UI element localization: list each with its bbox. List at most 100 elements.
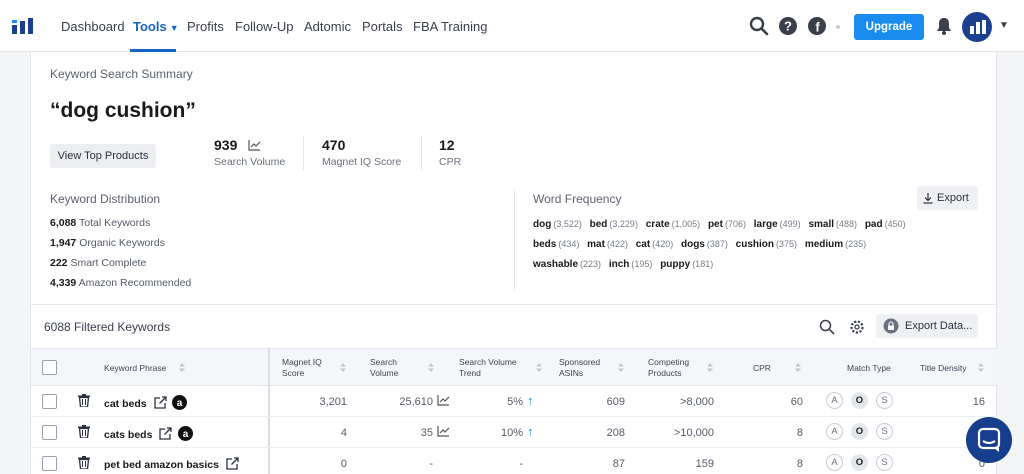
nav-fba-training[interactable]: FBA Training — [413, 19, 488, 34]
upgrade-button[interactable]: Upgrade — [854, 14, 924, 40]
word-chip[interactable]: small (488) — [808, 219, 858, 230]
distribution-row: 6,088 Total Keywords — [50, 217, 151, 229]
word-chip[interactable]: pet (706) — [707, 219, 746, 230]
stat-value: 12 — [439, 137, 455, 153]
header-competing-products[interactable]: Competing Products — [648, 357, 690, 378]
sort-icon[interactable] — [978, 363, 984, 372]
external-link-icon[interactable] — [153, 396, 167, 409]
frozen-column-divider — [268, 348, 270, 474]
word-chip[interactable]: large (499) — [753, 219, 801, 230]
download-icon — [923, 193, 933, 204]
amazon-icon[interactable]: a — [178, 426, 194, 441]
match-type-a[interactable]: A — [826, 454, 843, 471]
chart-line-icon[interactable] — [437, 395, 450, 406]
word-chip[interactable]: mat (422) — [587, 239, 628, 250]
keyword-cell[interactable]: pet bed amazon basics — [104, 457, 239, 471]
word-chip[interactable]: pad (450) — [864, 219, 906, 230]
header-cpr[interactable]: CPR — [753, 363, 771, 373]
keyword-summary-card: Keyword Search Summary “dog cushion” Vie… — [30, 52, 998, 474]
match-type-a[interactable]: A — [826, 423, 843, 440]
trend-cell: 10% — [500, 427, 523, 439]
external-link-icon[interactable] — [159, 427, 173, 440]
trash-icon[interactable] — [78, 425, 90, 438]
match-type-o[interactable]: O — [851, 423, 868, 440]
trash-icon[interactable] — [78, 394, 90, 407]
external-link-icon[interactable] — [226, 457, 239, 470]
sort-icon[interactable] — [179, 363, 185, 372]
sort-icon[interactable] — [618, 363, 624, 372]
match-type-s[interactable]: S — [876, 454, 893, 471]
magnet-iq-cell: 4 — [340, 427, 347, 439]
chart-line-icon[interactable] — [437, 426, 450, 437]
trash-icon[interactable] — [78, 456, 90, 469]
nav-adtomic[interactable]: Adtomic — [304, 19, 351, 34]
word-chip[interactable]: cushion (375) — [735, 239, 798, 250]
match-type-s[interactable]: S — [876, 392, 893, 409]
sort-icon[interactable] — [428, 363, 434, 372]
nav-portals[interactable]: Portals — [362, 19, 403, 34]
word-chip[interactable]: puppy (181) — [660, 259, 714, 270]
facebook-icon[interactable]: f — [807, 16, 827, 36]
word-chip[interactable]: cat (420) — [635, 239, 674, 250]
stat-value: 470 — [322, 137, 346, 153]
header-sponsored-asins[interactable]: Sponsored ASINs — [559, 357, 601, 378]
distribution-row: 1,947 Organic Keywords — [50, 237, 165, 249]
word-chip[interactable]: bed (3,229) — [589, 219, 638, 230]
word-chip[interactable]: medium (235) — [804, 239, 867, 250]
chart-line-icon[interactable] — [248, 140, 261, 151]
word-chip[interactable]: washable (223) — [533, 259, 602, 270]
search-icon[interactable] — [749, 16, 769, 36]
row-checkbox[interactable] — [42, 394, 57, 409]
amazon-icon[interactable]: a — [172, 395, 188, 410]
sponsored-asins-cell: 609 — [606, 396, 625, 408]
header-match-type: Match Type — [847, 363, 891, 373]
export-data-button[interactable]: Export Data... — [876, 314, 978, 338]
view-top-products-button[interactable]: View Top Products — [50, 144, 156, 168]
trend-cell: 5% — [507, 396, 523, 408]
sort-icon[interactable] — [340, 363, 346, 372]
word-chip[interactable]: beds (434) — [533, 239, 580, 250]
word-frequency-line: dog (3,522) bed (3,229) crate (1,005) pet (7… — [533, 219, 911, 230]
logo-icon[interactable] — [12, 18, 34, 34]
keyword-cell[interactable]: cats beds a — [104, 426, 194, 441]
avatar[interactable] — [962, 12, 992, 42]
keyword-cell[interactable]: cat beds a — [104, 395, 188, 410]
header-keyword-phrase[interactable]: Keyword Phrase — [104, 363, 167, 373]
word-chip[interactable]: crate (1,005) — [645, 219, 701, 230]
header-title-density[interactable]: Title Density — [920, 363, 967, 373]
stat-cpr: 12 CPR — [439, 137, 461, 168]
match-type-s[interactable]: S — [876, 423, 893, 440]
match-type-o[interactable]: O — [851, 454, 868, 471]
select-all-checkbox[interactable] — [42, 360, 57, 375]
arrow-up-icon: ↑ — [527, 424, 534, 439]
nav-profits[interactable]: Profits — [187, 19, 224, 34]
sort-icon[interactable] — [795, 363, 801, 372]
help-icon[interactable]: ? — [778, 16, 798, 36]
header-magnet-iq-score[interactable]: Magnet IQ Score — [282, 357, 322, 378]
match-type-o[interactable]: O — [851, 392, 868, 409]
magnet-iq-cell: 3,201 — [319, 396, 347, 408]
chat-button[interactable] — [966, 417, 1012, 463]
word-chip[interactable]: dog (3,522) — [533, 219, 582, 230]
nav-follow-up[interactable]: Follow-Up — [235, 19, 294, 34]
table-search-icon[interactable] — [819, 319, 835, 335]
header-search-volume-trend[interactable]: Search Volume Trend — [459, 357, 517, 378]
trend-cell: - — [519, 458, 523, 470]
nav-tools[interactable]: Tools ▼ — [133, 19, 179, 34]
sort-icon[interactable] — [707, 363, 713, 372]
bell-icon[interactable] — [934, 16, 954, 36]
word-chip[interactable]: inch (195) — [608, 259, 653, 270]
word-chip[interactable]: dogs (387) — [680, 239, 728, 250]
sort-icon[interactable] — [536, 363, 542, 372]
nav-dashboard[interactable]: Dashboard — [61, 19, 125, 34]
row-checkbox[interactable] — [42, 425, 57, 440]
sponsored-asins-cell: 208 — [606, 427, 625, 439]
account-chevron-down-icon[interactable]: ▼ — [999, 20, 1009, 31]
match-type-a[interactable]: A — [826, 392, 843, 409]
svg-text:f: f — [815, 20, 820, 35]
gear-icon[interactable] — [849, 319, 865, 335]
export-button[interactable]: Export — [917, 186, 978, 210]
stat-search-volume: 939 Search Volume — [214, 137, 285, 168]
row-checkbox[interactable] — [42, 456, 57, 471]
header-search-volume[interactable]: Search Volume — [370, 357, 399, 378]
